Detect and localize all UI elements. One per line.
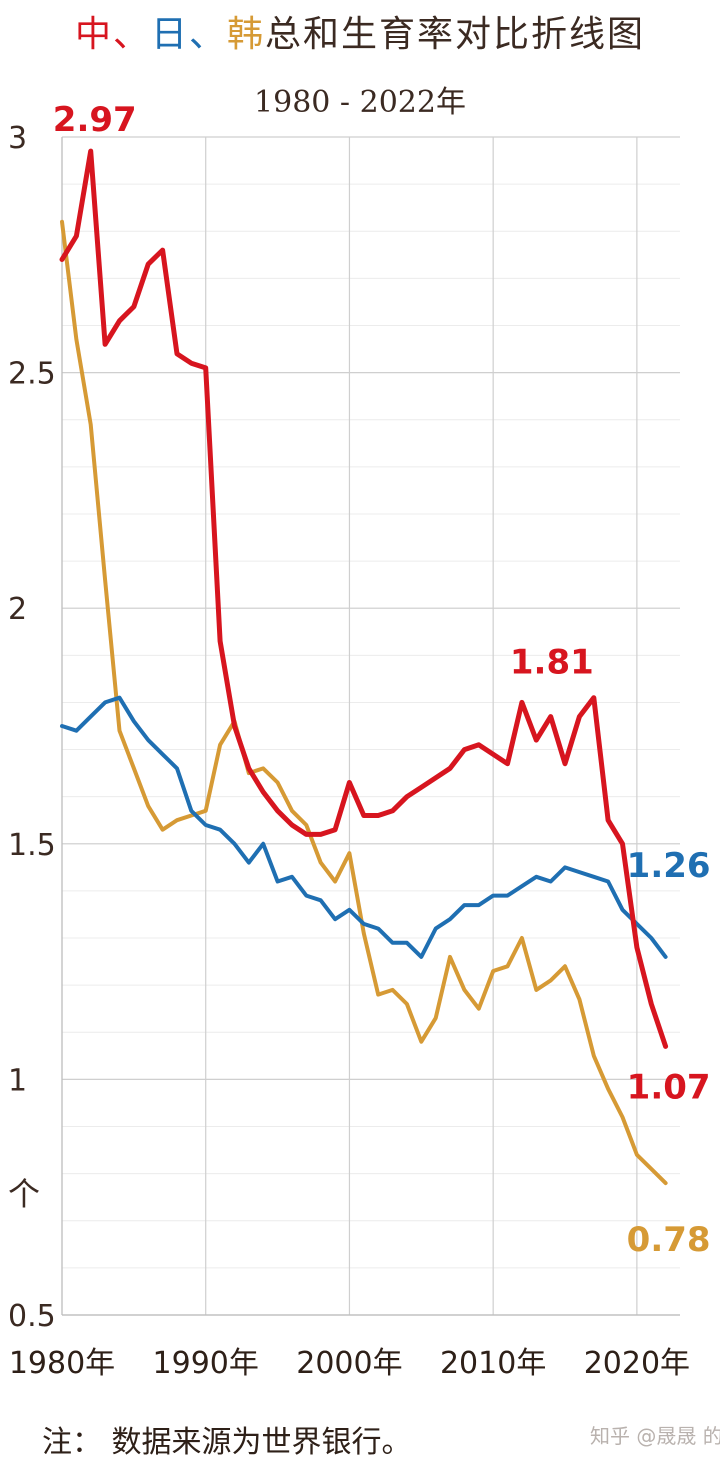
series-lines xyxy=(59,148,669,1186)
title-part-5: 总和生育率对比折线图 xyxy=(265,14,645,55)
y-tick-label: 2 xyxy=(8,592,27,627)
series-line-japan xyxy=(60,695,668,959)
title-part-3: 、 xyxy=(189,14,227,55)
y-axis-unit-label: 个 xyxy=(8,1175,40,1213)
value-label-china: 1.07 xyxy=(627,1067,711,1107)
watermark: 知乎 @晟晟 的会计 xyxy=(590,1424,720,1448)
title-part-4: 韩 xyxy=(227,14,265,55)
x-tick-label: 1990年 xyxy=(153,1346,259,1381)
y-tick-label: 1.5 xyxy=(8,828,56,863)
y-tick-label: 1 xyxy=(8,1063,27,1098)
y-tick-label: 0.5 xyxy=(8,1299,56,1334)
series-line-korea xyxy=(60,219,668,1186)
gridlines xyxy=(61,136,680,1316)
value-label-korea: 0.78 xyxy=(627,1220,711,1260)
value-labels: 2.97 1.81 1.07 1.26 0.78 xyxy=(53,100,711,1260)
x-tick-label: 2010年 xyxy=(440,1346,546,1381)
value-label-china: 1.81 xyxy=(510,643,594,683)
title-part-0: 中 xyxy=(75,14,113,55)
chart-title: 中、日、韩总和生育率对比折线图 xyxy=(75,14,645,55)
y-tick-label: 2.5 xyxy=(8,357,56,392)
series-line-china xyxy=(59,148,669,1049)
x-tick-label: 2020年 xyxy=(584,1346,690,1381)
value-label-china: 2.97 xyxy=(53,100,137,140)
source-note: 注： 数据来源为世界银行。 xyxy=(42,1425,412,1460)
chart-subtitle: 1980 - 2022年 xyxy=(254,85,466,120)
title-part-2: 日 xyxy=(151,14,189,55)
title-part-1: 、 xyxy=(113,14,151,55)
x-tick-label: 2000年 xyxy=(296,1346,402,1381)
x-tick-label: 1980年 xyxy=(9,1346,115,1381)
value-label-japan: 1.26 xyxy=(627,846,711,886)
axis-labels: 3 2.5 2 1.5 1 0.5 1980年 1990年 2000年 2010年 2020年 xyxy=(8,121,690,1381)
y-tick-label: 3 xyxy=(8,121,27,156)
